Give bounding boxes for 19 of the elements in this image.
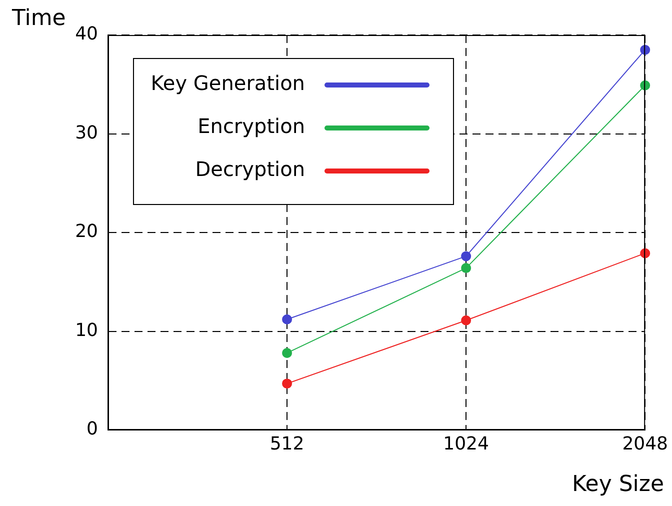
y-tick-label: 20 — [75, 221, 98, 242]
y-axis-title: Time — [12, 6, 66, 31]
point — [461, 315, 472, 326]
x-tick-label: 512 — [270, 433, 304, 454]
point — [282, 348, 292, 358]
y-tick-label: 40 — [75, 24, 98, 45]
point — [282, 378, 292, 389]
x-tick-label: 1024 — [443, 433, 489, 454]
legend-label: Encryption — [198, 114, 305, 138]
y-tick-label: 10 — [75, 320, 98, 341]
point — [461, 263, 472, 274]
y-tick-label: 0 — [86, 418, 98, 440]
legend-label: Decryption — [195, 157, 305, 182]
y-tick-label: 30 — [75, 122, 98, 144]
point — [282, 314, 292, 324]
legend-label: Key Generation — [150, 71, 305, 96]
x-axis-title: Key Size — [572, 472, 664, 497]
x-tick-label: 2048 — [622, 433, 668, 454]
point — [461, 251, 472, 262]
